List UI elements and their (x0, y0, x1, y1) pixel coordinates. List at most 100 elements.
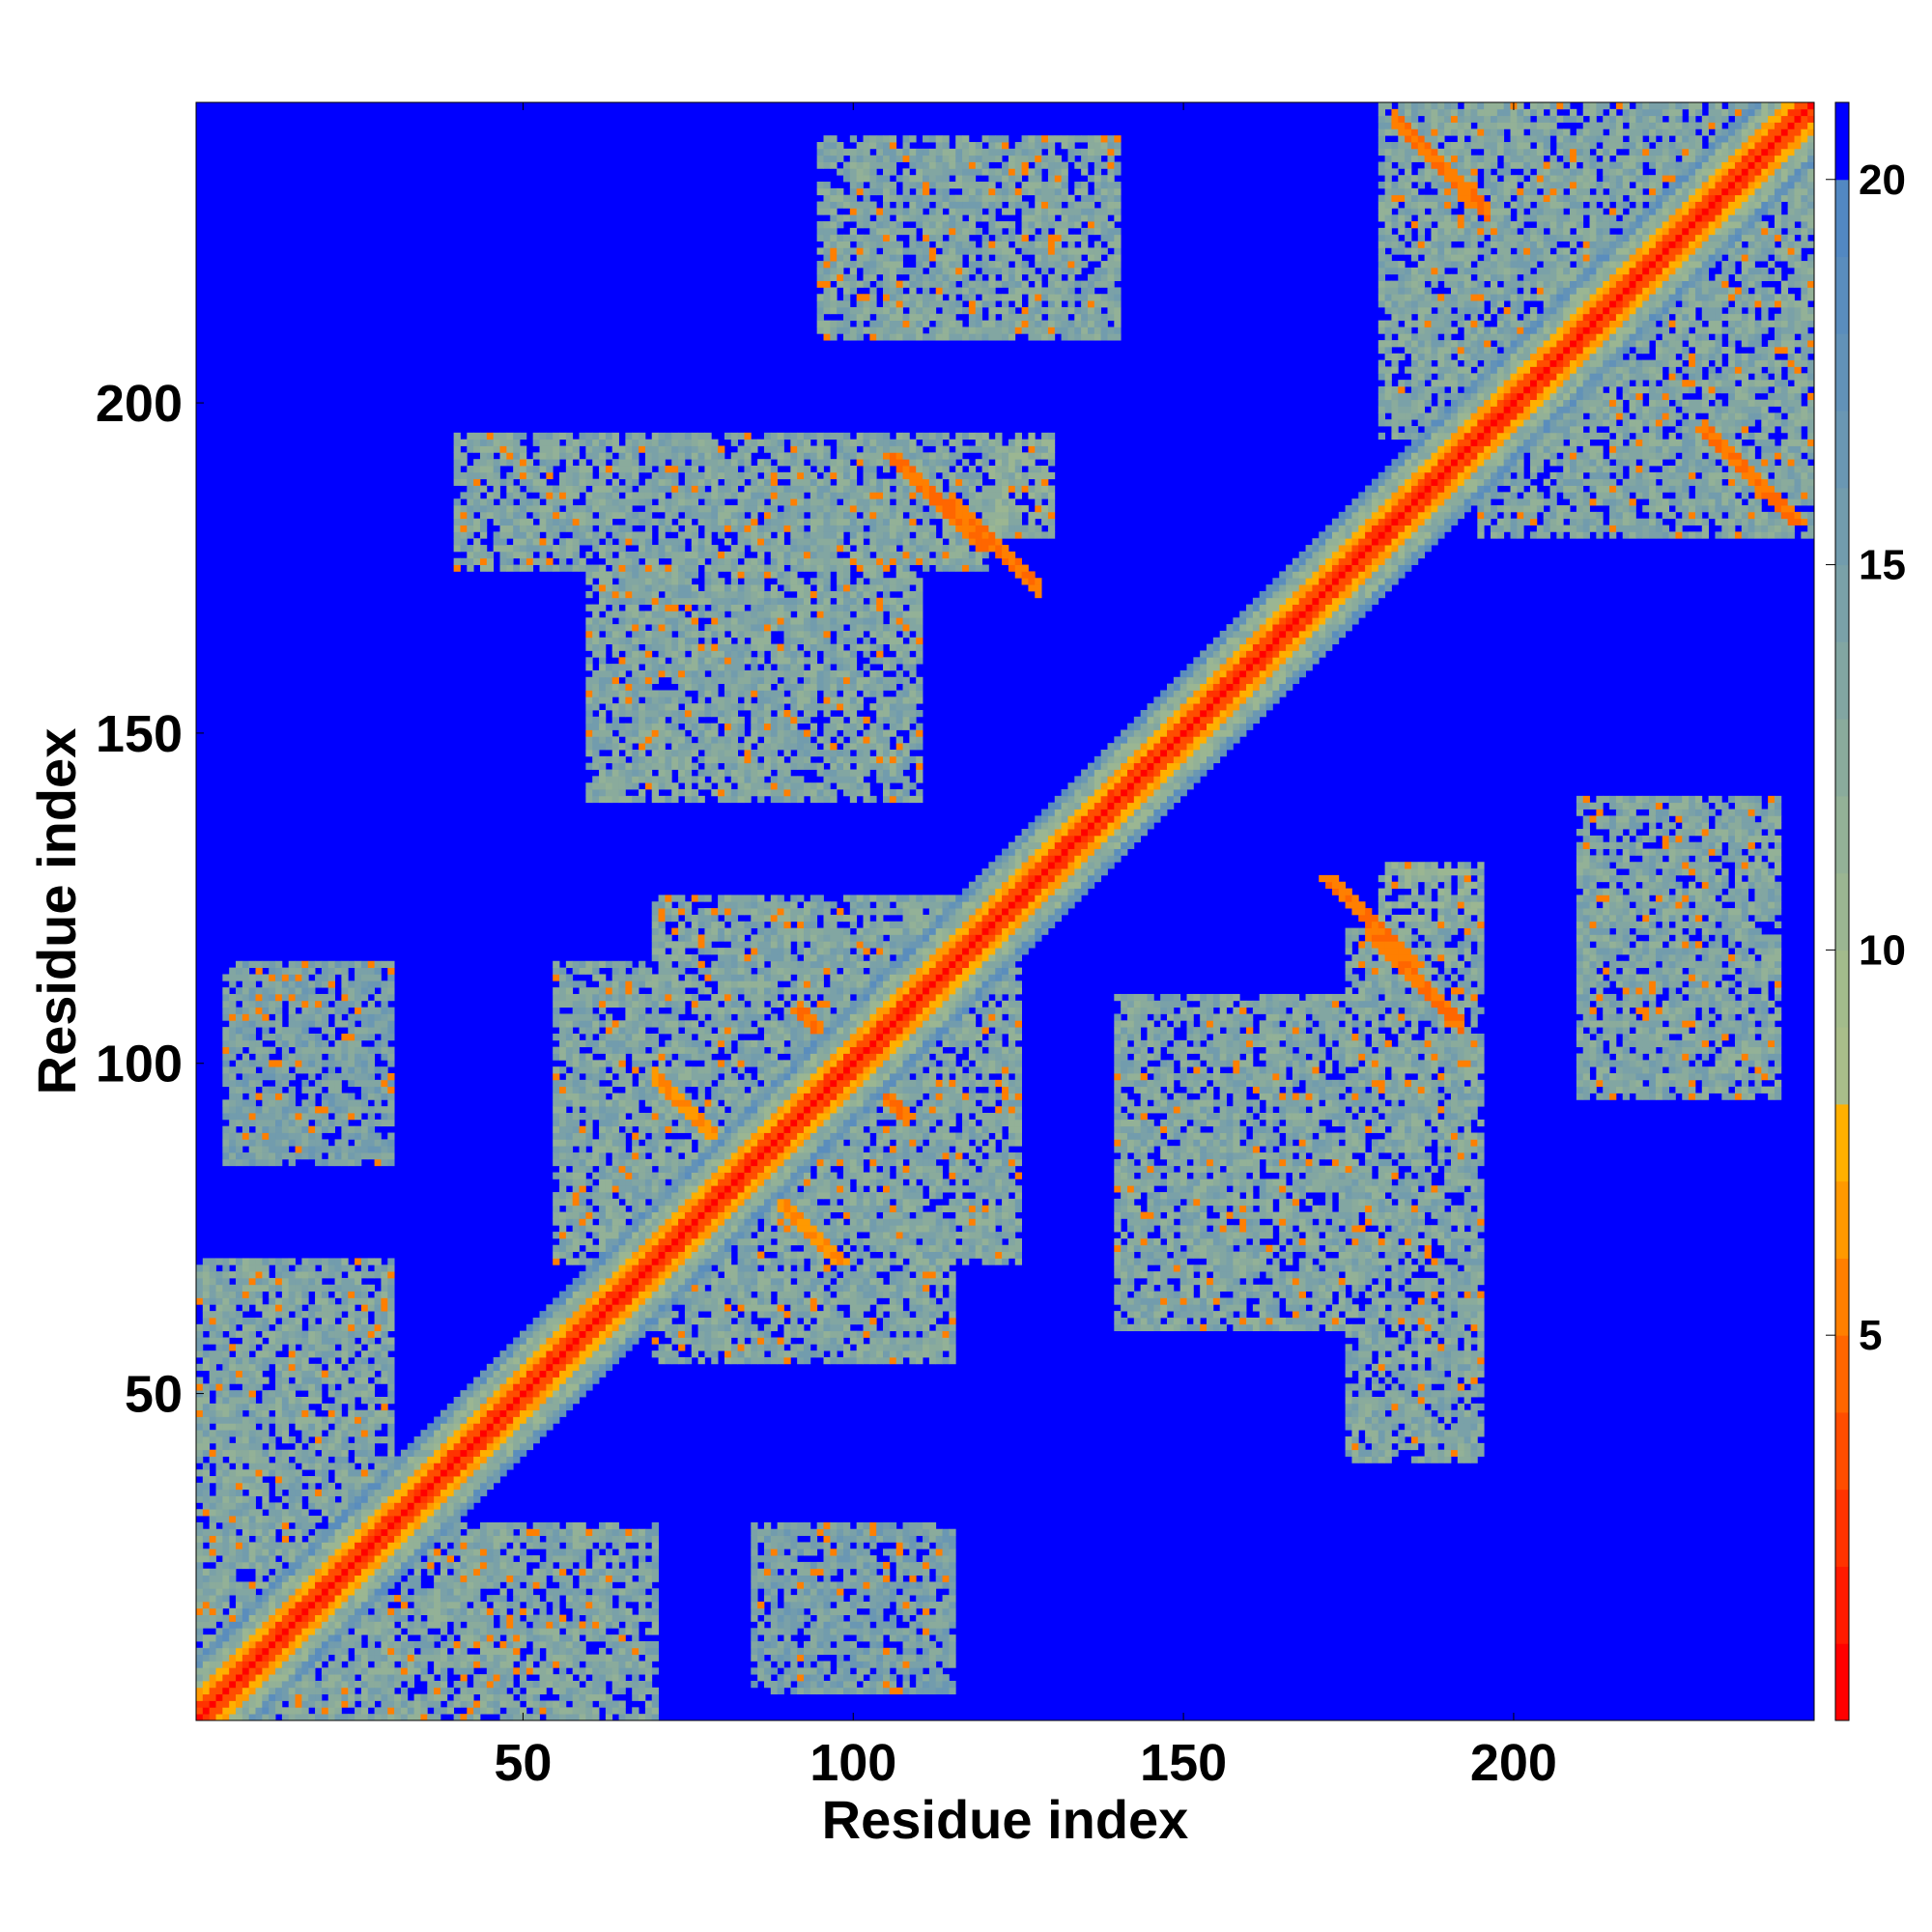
heatmap-cell (236, 1350, 242, 1357)
heatmap-cell (242, 1548, 249, 1555)
heatmap-cell (196, 1562, 203, 1569)
heatmap-cell (341, 1417, 348, 1424)
heatmap-cell (222, 1080, 229, 1087)
heatmap-cell (315, 1113, 322, 1120)
heatmap-cell (203, 1681, 210, 1688)
heatmap-cell (348, 1615, 355, 1622)
heatmap-cell (269, 1542, 275, 1548)
heatmap-cell (222, 1053, 229, 1060)
heatmap-cell (322, 961, 328, 968)
heatmap-cell (262, 1139, 269, 1146)
heatmap-cell (315, 1641, 322, 1648)
heatmap-cell (262, 1615, 269, 1622)
heatmap-cell (249, 1073, 256, 1080)
heatmap-cell (236, 1159, 242, 1166)
heatmap-cell (196, 1694, 203, 1701)
heatmap-cell (328, 1615, 335, 1622)
heatmap-cell (328, 1404, 335, 1410)
heatmap-cell (236, 1588, 242, 1595)
heatmap-cell (322, 1094, 328, 1100)
heatmap-cell (301, 1297, 308, 1304)
heatmap-cell (203, 1529, 210, 1536)
heatmap-cell (275, 1404, 282, 1410)
heatmap-cell (322, 1542, 328, 1548)
heatmap-cell (296, 1490, 302, 1496)
heatmap-cell (236, 1496, 242, 1503)
heatmap-cell (315, 1066, 322, 1073)
heatmap-cell (282, 1410, 289, 1417)
heatmap-cell (256, 1681, 263, 1688)
heatmap-cell (229, 1311, 236, 1318)
heatmap-cell (322, 1304, 328, 1311)
heatmap-cell (301, 1106, 308, 1113)
heatmap-cell (341, 1034, 348, 1040)
heatmap-cell (341, 1318, 348, 1324)
heatmap-cell (335, 1522, 342, 1529)
heatmap-cell (308, 1099, 315, 1106)
heatmap-cell (262, 1648, 269, 1655)
heatmap-cell (315, 1020, 322, 1027)
heatmap-cell (236, 1476, 242, 1483)
heatmap-cell (229, 1674, 236, 1681)
heatmap-cell (236, 1390, 242, 1397)
heatmap-cell (348, 1304, 355, 1311)
heatmap-cell (222, 1536, 229, 1543)
heatmap-cell (282, 1542, 289, 1548)
heatmap-cell (341, 1066, 348, 1073)
heatmap-cell (296, 1034, 302, 1040)
heatmap-cell (203, 1383, 210, 1390)
heatmap-cell (315, 1490, 322, 1496)
heatmap-cell (269, 961, 275, 968)
heatmap-cell (348, 1264, 355, 1271)
heatmap-cell (256, 1264, 263, 1271)
heatmap-cell (355, 1595, 361, 1602)
heatmap-cell (222, 987, 229, 994)
heatmap-cell (282, 1423, 289, 1430)
heatmap-cell (348, 1371, 355, 1378)
heatmap-cell (289, 1615, 296, 1622)
heatmap-cell (216, 1694, 223, 1701)
heatmap-cell (296, 1066, 302, 1073)
heatmap-cell (196, 1436, 203, 1443)
heatmap-cell (203, 1548, 210, 1555)
heatmap-cell (222, 1681, 229, 1688)
heatmap-cell (315, 1146, 322, 1152)
heatmap-cell (328, 1371, 335, 1378)
heatmap-cell (249, 1318, 256, 1324)
heatmap-cell (242, 1271, 249, 1278)
heatmap-cell (275, 1423, 282, 1430)
heatmap-cell (328, 1152, 335, 1159)
heatmap-cell (216, 1390, 223, 1397)
heatmap-cell (242, 1133, 249, 1140)
heatmap-cell (275, 1674, 282, 1681)
heatmap-cell (322, 1608, 328, 1615)
heatmap-cell (348, 994, 355, 1001)
heatmap-cell (222, 1350, 229, 1357)
heatmap-cell (222, 1496, 229, 1503)
heatmap-cell (275, 1608, 282, 1615)
heatmap-cell (216, 1667, 223, 1674)
heatmap-cell (242, 1628, 249, 1634)
heatmap-cell (348, 1285, 355, 1292)
heatmap-cell (348, 1106, 355, 1113)
heatmap-cell (301, 1681, 308, 1688)
heatmap-cell (236, 1555, 242, 1562)
heatmap-cell (249, 1371, 256, 1378)
heatmap-cell (301, 1707, 308, 1714)
heatmap-cell (242, 1350, 249, 1357)
heatmap-cell (328, 1285, 335, 1292)
heatmap-cell (216, 1608, 223, 1615)
heatmap-cell (315, 1258, 322, 1264)
heatmap-cell (196, 1450, 203, 1457)
heatmap-cell (256, 1655, 263, 1662)
heatmap-cell (236, 1602, 242, 1608)
heatmap-cell (256, 1621, 263, 1628)
heatmap-cell (216, 1404, 223, 1410)
heatmap-cell (322, 1576, 328, 1582)
heatmap-cell (256, 1674, 263, 1681)
heatmap-cell (348, 1297, 355, 1304)
heatmap-cell (315, 1159, 322, 1166)
heatmap-cell (322, 1292, 328, 1298)
heatmap-cell (222, 1694, 229, 1701)
heatmap-cell (249, 1034, 256, 1040)
